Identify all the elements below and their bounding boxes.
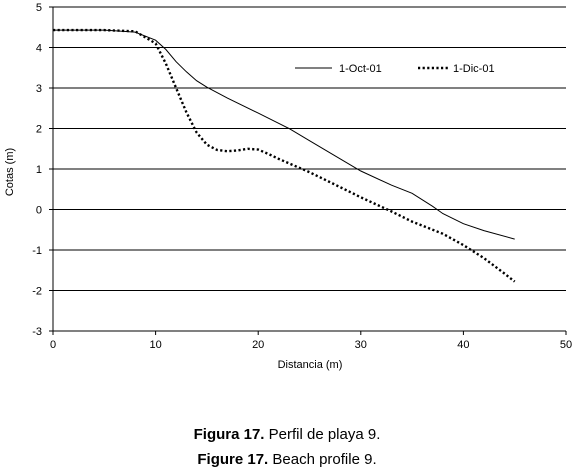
y-tick-label: 3 <box>36 83 42 95</box>
x-tick-label: 10 <box>149 339 161 351</box>
x-tick-label: 30 <box>355 339 367 351</box>
y-tick-label: 5 <box>36 2 42 14</box>
series-line-2 <box>53 28 516 283</box>
x-axis-label: Distancia (m) <box>278 359 343 371</box>
legend-label-1: 1-Oct-01 <box>339 63 382 75</box>
y-tick-label: 1 <box>36 164 42 176</box>
legend: 1-Oct-01 1-Dic-01 <box>295 63 495 75</box>
gridlines <box>53 6 566 332</box>
figure-caption-english: Figure 17. Beach profile 9. <box>0 450 574 470</box>
x-tick-label: 40 <box>457 339 469 351</box>
y-axis-label: Cotas (m) <box>4 148 16 196</box>
series-line-1 <box>53 29 515 240</box>
y-tick-label: 2 <box>36 124 42 136</box>
x-tick-label: 0 <box>50 339 56 351</box>
y-tick-label: -2 <box>32 286 42 298</box>
x-tick-label: 20 <box>252 339 264 351</box>
y-tick-label: 0 <box>36 205 42 217</box>
figure-caption-spanish: Figura 17. Perfil de playa 9. <box>0 425 574 445</box>
y-tick-label: 4 <box>36 43 42 55</box>
caption-text-es: Perfil de playa 9. <box>264 426 381 443</box>
y-tick-label: -3 <box>32 326 42 338</box>
x-tick-label: 50 <box>560 339 572 351</box>
y-tick-label: -1 <box>32 245 42 257</box>
series-layer <box>53 28 516 283</box>
plot-frame <box>49 6 567 335</box>
legend-label-2: 1-Dic-01 <box>453 63 495 75</box>
caption-label-es: Figura 17. <box>193 426 265 443</box>
caption-label-en: Figure 17. <box>197 451 269 468</box>
caption-text-en: Beach profile 9. <box>268 451 377 468</box>
